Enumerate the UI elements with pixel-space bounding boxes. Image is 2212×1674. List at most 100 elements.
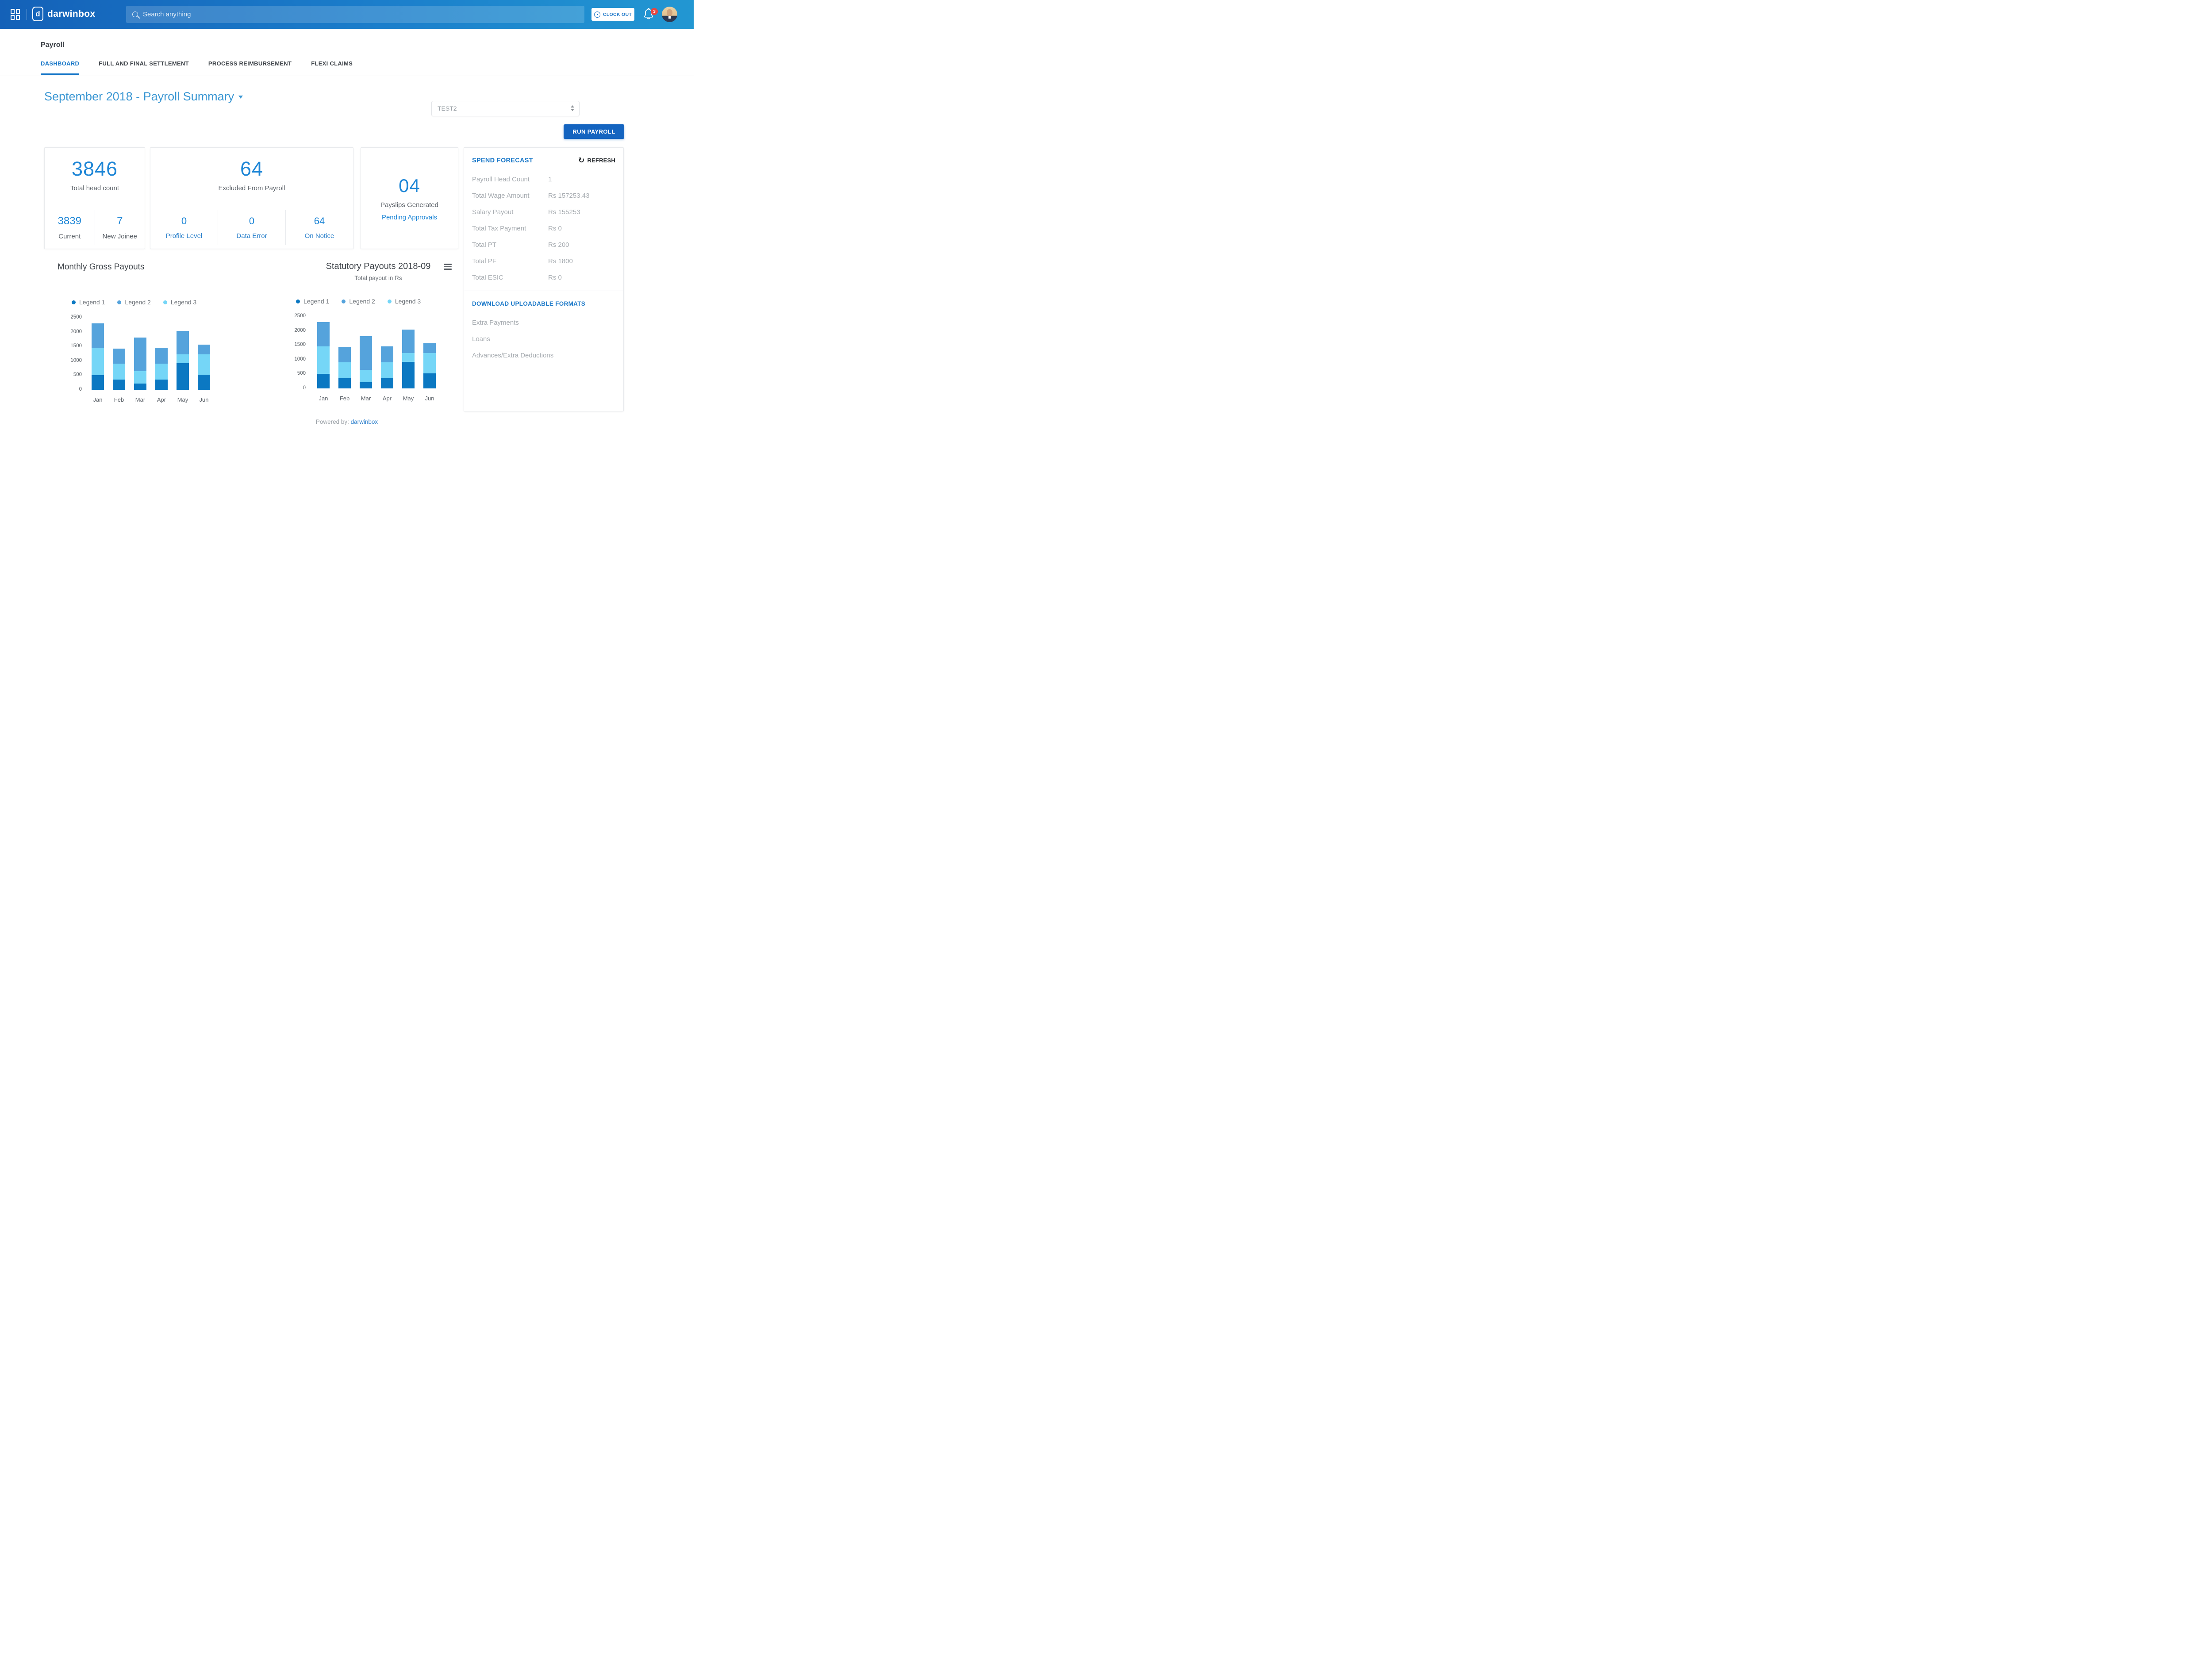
bar-may[interactable] (402, 330, 415, 388)
run-payroll-button[interactable]: RUN PAYROLL (564, 124, 624, 139)
pending-approvals-link[interactable]: Pending Approvals (381, 214, 438, 221)
bar-segment-legend-3 (92, 348, 104, 376)
chart-plot-area: 0 500 1000 1500 2000 2500 Jan Feb Mar Apr May Jun (290, 313, 467, 406)
select-value: TEST2 (438, 105, 457, 112)
stat-data-error: 0 Data Error (218, 207, 285, 249)
app-launcher-icon[interactable] (11, 9, 21, 20)
legend-dot (117, 300, 122, 304)
bar-mar[interactable] (360, 336, 372, 388)
tab-flexi-claims[interactable]: FLEXI CLAIMS (311, 60, 353, 67)
bar-apr[interactable] (155, 347, 168, 390)
bar-segment-legend-3 (155, 363, 168, 380)
bar-apr[interactable] (381, 346, 393, 388)
bar-segment-legend-1 (317, 374, 330, 388)
legend-item-legend-3[interactable]: Legend 3 (163, 299, 196, 306)
powered-by-text: Powered by: (315, 418, 349, 425)
head-count-label: Total head count (70, 184, 119, 192)
bar-segment-legend-1 (338, 378, 351, 388)
x-axis-label: Mar (135, 396, 146, 403)
bar-mar[interactable] (134, 338, 146, 390)
head-count-value: 3846 (71, 157, 118, 180)
legend-dot (72, 300, 76, 304)
bar-feb[interactable] (113, 349, 125, 390)
bar-segment-legend-2 (360, 336, 372, 370)
stat-current: 3839 Current (45, 207, 95, 249)
bar-jan[interactable] (92, 323, 104, 390)
stat-label[interactable]: Current (58, 233, 81, 240)
tab-process-reimbursement[interactable]: PROCESS REIMBURSEMENT (208, 60, 292, 67)
total-head-count-card: 3846 Total head count 3839 Current 7 New Jo… (44, 147, 145, 249)
payroll-summary-heading[interactable]: September 2018 - Payroll Summary (44, 90, 243, 104)
stat-label[interactable]: New Joinee (102, 233, 137, 240)
bar-segment-legend-1 (113, 380, 125, 390)
bar-jun[interactable] (423, 343, 436, 388)
search-icon (132, 12, 138, 17)
refresh-icon: ↻ (578, 156, 585, 165)
legend-item-legend-1[interactable]: Legend 1 (72, 299, 105, 306)
darwinbox-footer-link[interactable]: darwinbox (350, 418, 378, 425)
chart-legend: Legend 1 Legend 2 Legend 3 (72, 299, 196, 306)
tab-full-and-final-settlement[interactable]: FULL AND FINAL SETTLEMENT (99, 60, 189, 67)
y-axis-tick: 2000 (294, 327, 306, 333)
tab-dashboard[interactable]: DASHBOARD (41, 60, 80, 75)
bar-segment-legend-2 (92, 323, 104, 348)
bar-segment-legend-1 (92, 375, 104, 390)
legend-item-legend-2[interactable]: Legend 2 (117, 299, 151, 306)
y-axis-tick: 2500 (70, 315, 82, 320)
bar-segment-legend-2 (198, 344, 210, 355)
excluded-from-payroll-card: 64 Excluded From Payroll 0 Profile Level 0… (150, 147, 353, 249)
payroll-group-select[interactable]: TEST2 (431, 101, 580, 116)
chevron-down-icon (238, 96, 243, 99)
excluded-stats: 0 Profile Level 0 Data Error 64 On Notice (150, 207, 353, 249)
legend-label: Legend 2 (125, 299, 151, 306)
divider (285, 210, 286, 245)
payslips-label: Payslips Generated (380, 201, 438, 209)
forecast-value: Rs 200 (548, 241, 569, 249)
stat-value: 0 (249, 215, 255, 227)
bar-segment-legend-3 (338, 362, 351, 379)
forecast-value: Rs 0 (548, 225, 562, 232)
forecast-value: Rs 155253 (548, 208, 580, 216)
chart-subtitle: Total payout in Rs (354, 275, 402, 281)
global-search[interactable] (126, 6, 584, 23)
bar-may[interactable] (177, 331, 189, 390)
search-input[interactable] (143, 11, 578, 18)
bar-segment-legend-3 (198, 354, 210, 375)
download-item-advances-extra-deductions[interactable]: Advances/Extra Deductions (472, 352, 554, 359)
legend-dot (296, 299, 300, 303)
top-navigation-bar: d darwinbox CLOCK OUT 3 (0, 0, 694, 29)
legend-item-legend-2[interactable]: Legend 2 (342, 298, 375, 305)
forecast-value: Rs 1800 (548, 257, 573, 265)
stat-label[interactable]: Data Error (236, 232, 267, 240)
payslips-value: 04 (399, 175, 420, 196)
bar-jan[interactable] (317, 322, 330, 388)
forecast-label: Total Tax Payment (472, 225, 526, 232)
refresh-button[interactable]: ↻ REFRESH (578, 157, 615, 164)
grid-square (11, 15, 15, 20)
chart-title: Monthly Gross Payouts (58, 262, 145, 272)
bar-segment-legend-2 (177, 331, 189, 354)
download-item-loans[interactable]: Loans (472, 335, 490, 343)
x-axis-label: May (403, 395, 414, 402)
stat-label[interactable]: Profile Level (165, 232, 203, 240)
clock-out-button[interactable]: CLOCK OUT (591, 8, 634, 21)
legend-item-legend-3[interactable]: Legend 3 (387, 298, 421, 305)
chart-menu-icon[interactable] (444, 264, 452, 271)
download-item-extra-payments[interactable]: Extra Payments (472, 319, 519, 326)
stat-label[interactable]: On Notice (304, 232, 334, 240)
forecast-row-total-pf: Total PF Rs 1800 (464, 253, 623, 269)
notifications-bell[interactable]: 3 (643, 8, 658, 21)
y-axis-tick: 2000 (70, 329, 82, 334)
logo-text: darwinbox (47, 8, 96, 19)
user-avatar[interactable] (662, 7, 677, 22)
x-axis-label: Feb (339, 395, 350, 402)
chart-legend: Legend 1 Legend 2 Legend 3 (296, 298, 421, 305)
legend-label: Legend 3 (395, 298, 421, 305)
bar-feb[interactable] (338, 347, 351, 388)
darwinbox-logo[interactable]: d darwinbox (32, 7, 96, 21)
bar-segment-legend-2 (134, 338, 146, 371)
forecast-row-payroll-head-count: Payroll Head Count 1 (464, 171, 623, 188)
legend-item-legend-1[interactable]: Legend 1 (296, 298, 329, 305)
refresh-label: REFRESH (587, 157, 615, 164)
bar-jun[interactable] (198, 344, 210, 390)
